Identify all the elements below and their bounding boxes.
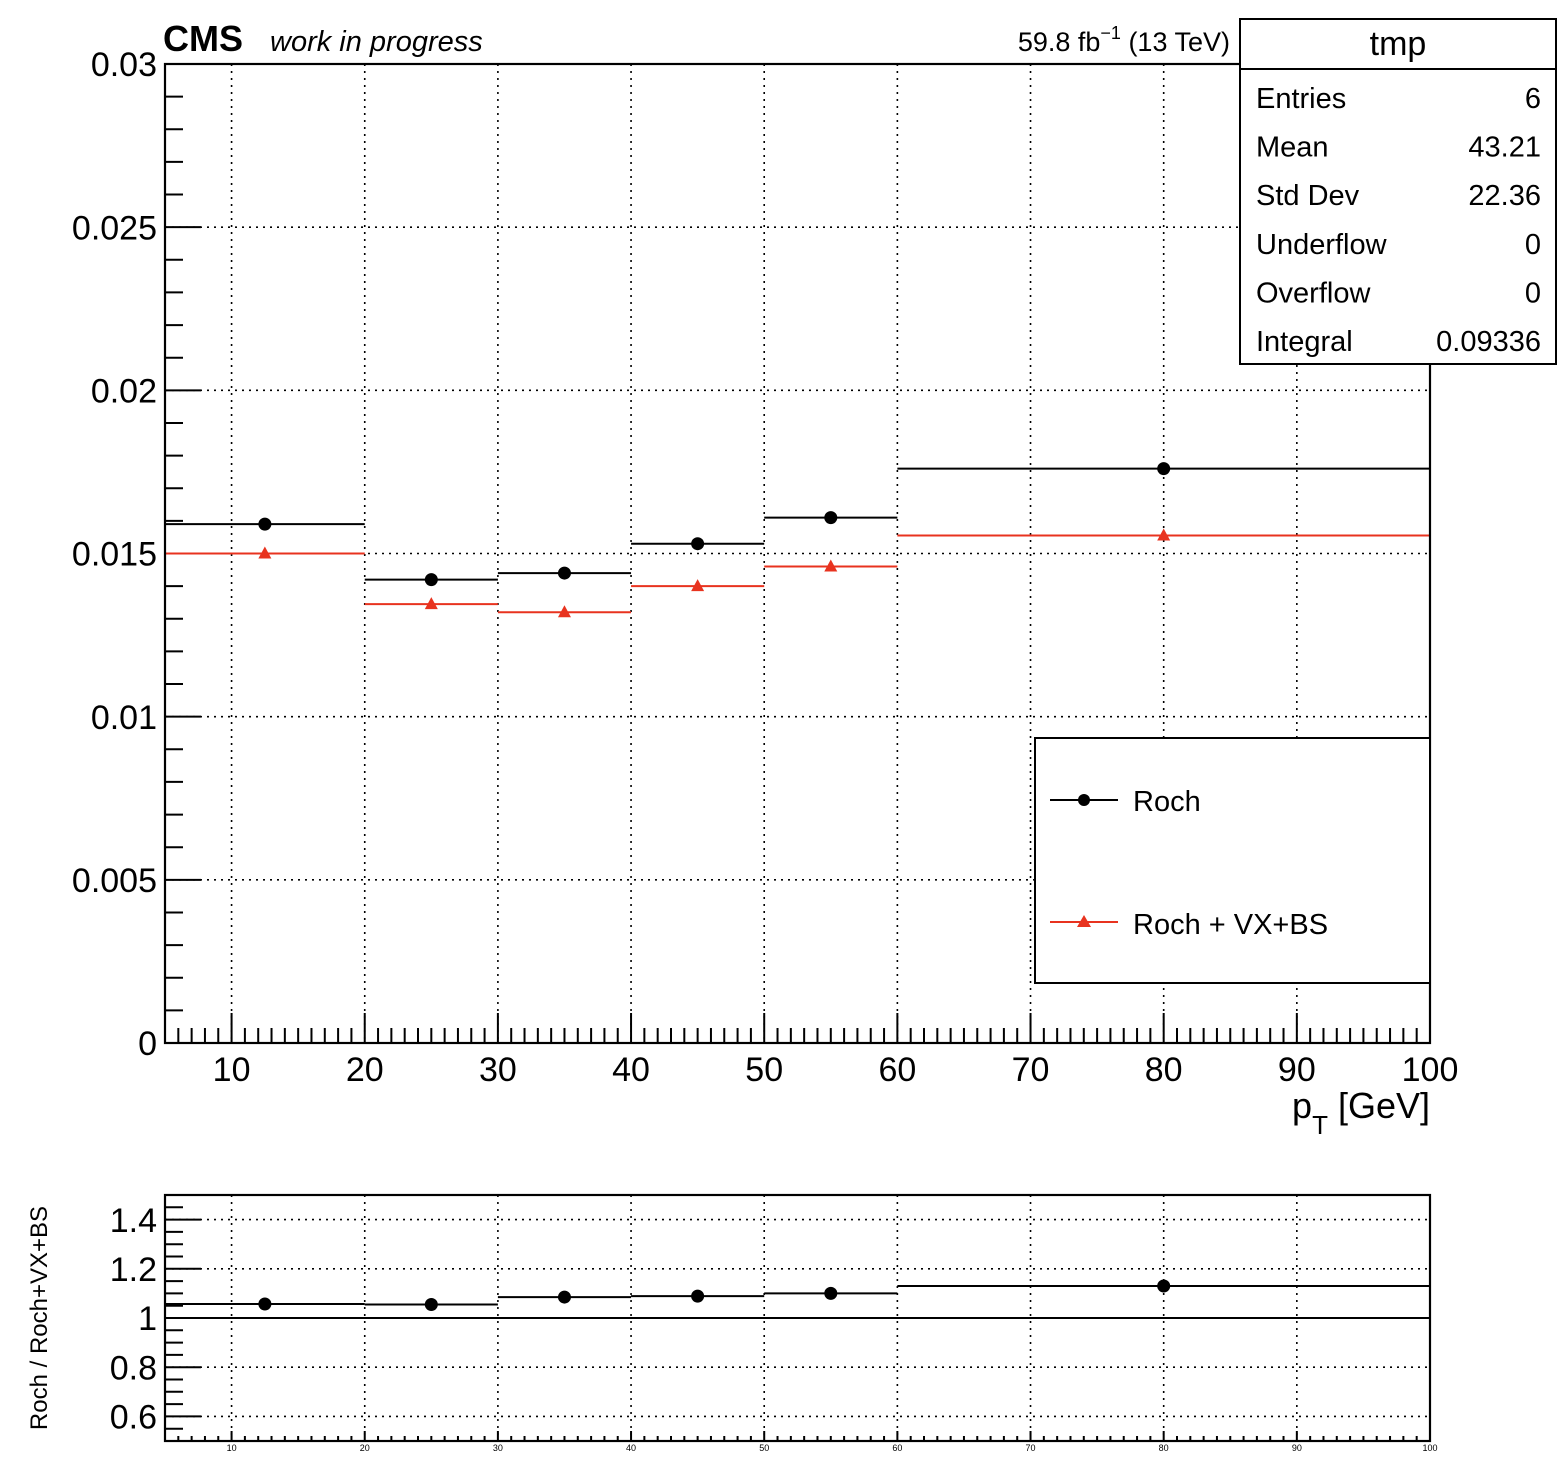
ratio-axis-tick-labels: 10 20 30 40 50 60 70 80 90 100 0.6 0.8 1 1.2 1.4: [110, 1202, 1438, 1453]
x-tick-label: 20: [360, 1443, 370, 1453]
status-label: work in progress: [270, 26, 483, 58]
main-plot: 10 20 30 40 50 60 70 80 90 100 0 0.005 0.01 0.015 0.02…: [72, 46, 1458, 1089]
x-tick-label: 30: [493, 1443, 503, 1453]
x-tick-label: 80: [1159, 1443, 1169, 1453]
main-axis-ticks: [165, 63, 1431, 1044]
stats-box-frame: [1239, 18, 1557, 365]
y-tick-label: 0.03: [91, 46, 157, 84]
x-tick-label: 80: [1145, 1051, 1183, 1089]
lumi-label: 59.8 fb−1 (13 TeV): [1018, 23, 1230, 57]
data-point-circle: [691, 537, 705, 551]
data-point-circle: [557, 566, 571, 580]
x-axis-title: pT [GeV]: [1292, 1085, 1430, 1140]
x-axis-title-unit: [GeV]: [1328, 1085, 1430, 1126]
y-tick-label: 0.8: [110, 1349, 157, 1387]
data-point-triangle: [691, 579, 705, 592]
stats-row-label: Mean: [1256, 132, 1329, 164]
legend-label-roch-vxbs: Roch + VX+BS: [1133, 909, 1328, 941]
cms-label: CMS: [163, 18, 243, 59]
y-tick-label: 0.015: [72, 536, 157, 574]
x-tick-label: 10: [213, 1051, 251, 1089]
y-tick-label: 1.2: [110, 1251, 157, 1289]
lumi-energy: (13 TeV): [1121, 27, 1230, 57]
data-point-circle: [424, 1297, 438, 1311]
y-tick-label: 0: [138, 1025, 157, 1063]
data-point-circle: [824, 511, 838, 525]
x-tick-label: 50: [745, 1051, 783, 1089]
stats-row-value: 22.36: [1468, 180, 1541, 212]
stats-row-label: Underflow: [1256, 229, 1388, 261]
x-axis-title-sub: T: [1312, 1110, 1328, 1140]
lumi-exponent: −1: [1100, 23, 1121, 43]
data-point-triangle: [557, 605, 571, 618]
data-point-triangle: [258, 546, 272, 559]
legend-entry-roch: Roch: [1050, 786, 1201, 818]
x-tick-label: 40: [612, 1051, 650, 1089]
x-tick-label: 60: [892, 1443, 902, 1453]
stats-row-label: Entries: [1256, 83, 1346, 115]
ratio-plot: 10 20 30 40 50 60 70 80 90 100 0.6 0.8 1 1.2 1.4: [110, 1193, 1438, 1453]
legend-label-roch: Roch: [1133, 786, 1201, 818]
x-tick-label: 90: [1278, 1051, 1316, 1089]
x-tick-label: 100: [1402, 1051, 1459, 1089]
stats-box-title: tmp: [1370, 25, 1427, 63]
y-tick-label: 0.025: [72, 209, 157, 247]
stats-row-value: 43.21: [1468, 132, 1541, 164]
data-point-circle: [258, 517, 272, 531]
stats-row-label: Overflow: [1256, 277, 1371, 309]
x-tick-label: 90: [1292, 1443, 1302, 1453]
x-tick-label: 70: [1026, 1443, 1036, 1453]
data-point-triangle: [824, 559, 838, 572]
legend: Roch Roch + VX+BS: [1034, 737, 1431, 984]
ratio-series: [165, 1279, 1430, 1319]
legend-frame: [1034, 737, 1431, 984]
data-point-circle: [824, 1286, 838, 1300]
x-tick-label: 20: [346, 1051, 384, 1089]
main-axis-tick-labels: 10 20 30 40 50 60 70 80 90 100 0 0.005 0.01 0.015 0.02…: [72, 46, 1458, 1089]
y-tick-label: 0.005: [72, 862, 157, 900]
y-tick-label: 1.4: [110, 1202, 157, 1240]
data-point-circle: [691, 1289, 705, 1303]
legend-marker-roch: [1078, 794, 1090, 806]
lumi-value: 59.8 fb: [1018, 27, 1101, 57]
stats-row-label: Integral: [1256, 326, 1353, 358]
y-tick-label: 0.02: [91, 373, 157, 411]
main-grid: [165, 64, 1430, 1043]
y-tick-label: 1: [138, 1300, 157, 1338]
x-tick-label: 100: [1422, 1443, 1437, 1453]
stats-rows: Entries 6 Mean 43.21 Std Dev 22.36 Underflow 0 O…: [1256, 83, 1541, 358]
data-point-triangle: [424, 597, 438, 610]
stats-row-label: Std Dev: [1256, 180, 1360, 212]
x-tick-label: 60: [878, 1051, 916, 1089]
y-tick-label: 0.01: [91, 699, 157, 737]
legend-entry-roch-vxbs: Roch + VX+BS: [1050, 909, 1328, 941]
x-tick-label: 10: [227, 1443, 237, 1453]
stats-row-value: 0: [1525, 277, 1541, 309]
x-tick-label: 30: [479, 1051, 517, 1089]
data-point-circle: [1157, 1279, 1171, 1293]
main-series: [165, 462, 1430, 618]
data-point-circle: [424, 573, 438, 587]
data-point-circle: [1157, 462, 1171, 476]
ratio-plot-frame: [163, 1193, 1432, 1443]
y-tick-label: 0.6: [110, 1399, 157, 1437]
x-tick-label: 50: [759, 1443, 769, 1453]
stats-box: tmp Entries 6 Mean 43.21 Std Dev 22.36 Underfl…: [1239, 18, 1557, 365]
stats-row-value: 0: [1525, 229, 1541, 261]
ratio-y-axis-title: Roch / Roch+VX+BS: [26, 1206, 53, 1430]
x-tick-label: 40: [626, 1443, 636, 1453]
stats-row-value: 6: [1525, 83, 1541, 115]
data-point-circle: [557, 1290, 571, 1304]
data-point-triangle: [1157, 528, 1171, 541]
data-point-circle: [258, 1297, 272, 1311]
legend-marker-roch-vxbs: [1077, 915, 1091, 927]
x-tick-label: 70: [1012, 1051, 1050, 1089]
stats-row-value: 0.09336: [1436, 326, 1541, 358]
main-plot-frame: [163, 62, 1432, 1045]
x-axis-title-main: p: [1292, 1085, 1312, 1126]
